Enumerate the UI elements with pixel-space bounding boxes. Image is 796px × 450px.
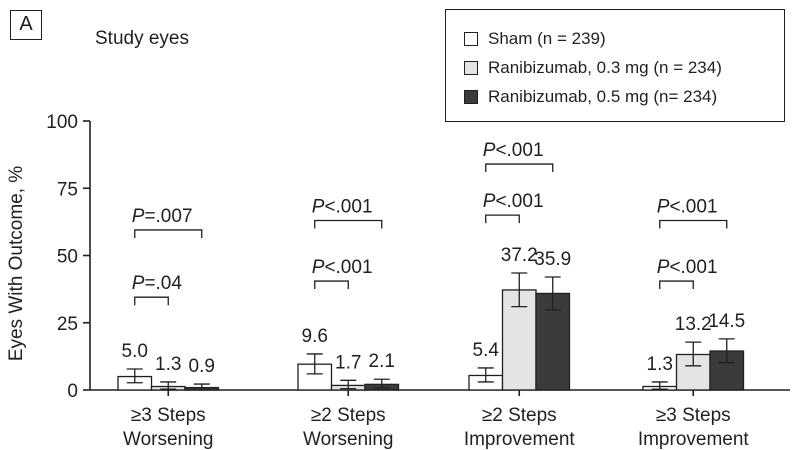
error-bar <box>718 338 735 364</box>
error-bar <box>544 276 561 311</box>
p-value-label: P<.001 <box>312 257 373 278</box>
x-tick-label: ≥3 Steps Worsening <box>123 405 213 450</box>
legend-swatch-ranibizumab-03 <box>464 60 478 75</box>
significance-bracket <box>485 163 554 173</box>
significance-bracket <box>314 280 349 290</box>
legend-swatch-ranibizumab-05 <box>464 89 478 104</box>
x-tick-label: ≥2 Steps Worsening <box>303 405 393 450</box>
y-tick-label: 75 <box>57 179 78 200</box>
error-bar <box>193 383 210 391</box>
y-tick-label: 25 <box>57 314 78 335</box>
data-label: 14.5 <box>708 311 745 332</box>
data-label: 2.1 <box>369 351 395 372</box>
error-bar <box>477 367 494 383</box>
legend-label-sham: Sham (n = 239) <box>488 28 606 48</box>
p-value-label: P=.007 <box>132 206 193 227</box>
legend-item-ranibizumab-03: Ranibizumab, 0.3 mg (n = 234) <box>464 53 784 82</box>
data-label: 37.2 <box>501 245 538 266</box>
error-bar <box>126 368 143 384</box>
significance-bracket <box>659 280 694 290</box>
data-label: 1.3 <box>155 354 181 375</box>
p-value-label: P=.04 <box>132 273 183 294</box>
y-axis-label: Eyes With Outcome, % <box>6 166 27 361</box>
data-label: 13.2 <box>675 314 712 335</box>
significance-bracket <box>134 296 169 306</box>
chart-subtitle: Study eyes <box>95 28 189 49</box>
legend-label-ranibizumab-03: Ranibizumab, 0.3 mg (n = 234) <box>488 57 722 77</box>
p-value-label: P<.001 <box>312 197 373 218</box>
data-label: 0.9 <box>189 356 215 377</box>
data-label: 35.9 <box>534 249 571 270</box>
error-bar <box>511 272 528 308</box>
annotations: 5.0 9.6 5.4 1.3 1.3 1.7 37.2 13.2 0.9 2.1 35.9 14.5… <box>122 140 746 377</box>
significance-bracket <box>314 219 383 229</box>
error-bar <box>340 379 357 390</box>
significance-bracket <box>659 219 728 229</box>
error-bar <box>651 381 668 390</box>
data-label: 5.4 <box>473 340 500 361</box>
legend-swatch-sham <box>464 31 478 46</box>
significance-bracket <box>134 229 203 238</box>
x-tick-label: ≥2 Steps Improvement <box>464 405 576 450</box>
x-tick-label: ≥3 Steps Improvement <box>638 405 750 450</box>
p-value-label: P<.001 <box>657 197 718 218</box>
data-label: 5.0 <box>122 341 148 362</box>
y-tick-label: 50 <box>57 247 78 268</box>
legend: Sham (n = 239) Ranibizumab, 0.3 mg (n = … <box>445 9 785 122</box>
data-label: 9.6 <box>302 326 328 347</box>
error-bar <box>160 381 177 390</box>
p-value-label: P<.001 <box>483 140 544 161</box>
legend-item-ranibizumab-05: Ranibizumab, 0.5 mg (n= 234) <box>464 82 784 111</box>
error-bar <box>685 341 702 367</box>
legend-label-ranibizumab-05: Ranibizumab, 0.5 mg (n= 234) <box>488 86 718 106</box>
p-value-label: P<.001 <box>483 191 544 212</box>
y-tick-label: 100 <box>46 112 78 133</box>
error-bar <box>306 353 323 375</box>
legend-item-sham: Sham (n = 239) <box>464 24 784 53</box>
y-tick-label: 0 <box>67 381 78 402</box>
data-label: 1.7 <box>335 352 361 373</box>
bars <box>117 272 745 391</box>
significance-bracket <box>485 214 520 224</box>
panel-label: A <box>10 10 42 40</box>
p-value-label: P<.001 <box>657 257 718 278</box>
data-label: 1.3 <box>647 354 673 375</box>
error-bar <box>373 378 390 389</box>
